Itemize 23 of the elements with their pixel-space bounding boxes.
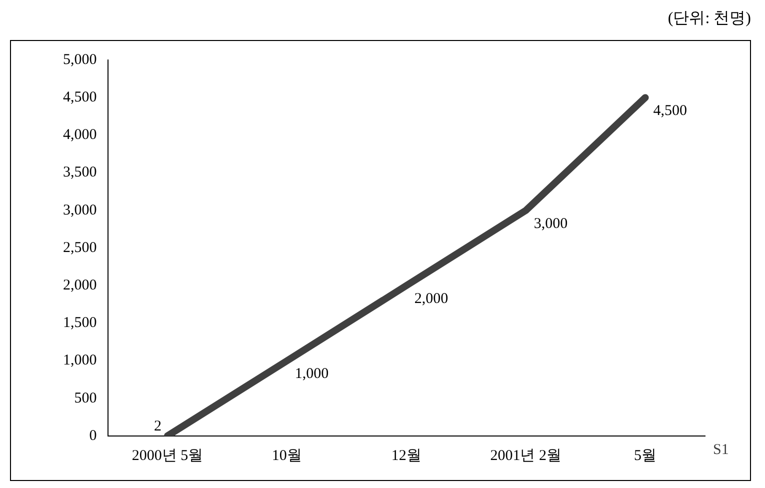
x-tick-label: 2001년 2월 xyxy=(490,448,562,464)
y-tick-label: 0 xyxy=(89,428,97,444)
y-tick-label: 2,000 xyxy=(63,278,97,294)
y-tick-label: 4,000 xyxy=(63,127,97,144)
y-tick-label: 2,500 xyxy=(63,240,97,256)
x-tick-label: 12월 xyxy=(391,448,422,464)
y-tick-label: 1,000 xyxy=(63,352,97,369)
y-tick-label: 3,000 xyxy=(63,202,97,218)
data-label: 2 xyxy=(154,418,162,434)
y-tick-label: 5,000 xyxy=(63,52,97,68)
x-tick-label: 5월 xyxy=(634,448,657,464)
x-tick-label: 2000년 5월 xyxy=(132,448,204,464)
y-tick-label: 1,500 xyxy=(63,315,97,332)
data-label: 1,000 xyxy=(294,366,329,382)
x-tick-label: 10월 xyxy=(272,448,302,464)
y-tick-label: 3,500 xyxy=(63,164,97,181)
text: (단위: 천명) xyxy=(668,9,751,29)
data-label: 4,500 xyxy=(653,103,688,120)
y-tick-label: 4,500 xyxy=(63,90,97,106)
y-tick-label: 500 xyxy=(74,390,97,406)
text: S1 xyxy=(713,442,729,458)
data-label: 3,000 xyxy=(534,216,568,232)
data-label: 2,000 xyxy=(414,291,448,308)
